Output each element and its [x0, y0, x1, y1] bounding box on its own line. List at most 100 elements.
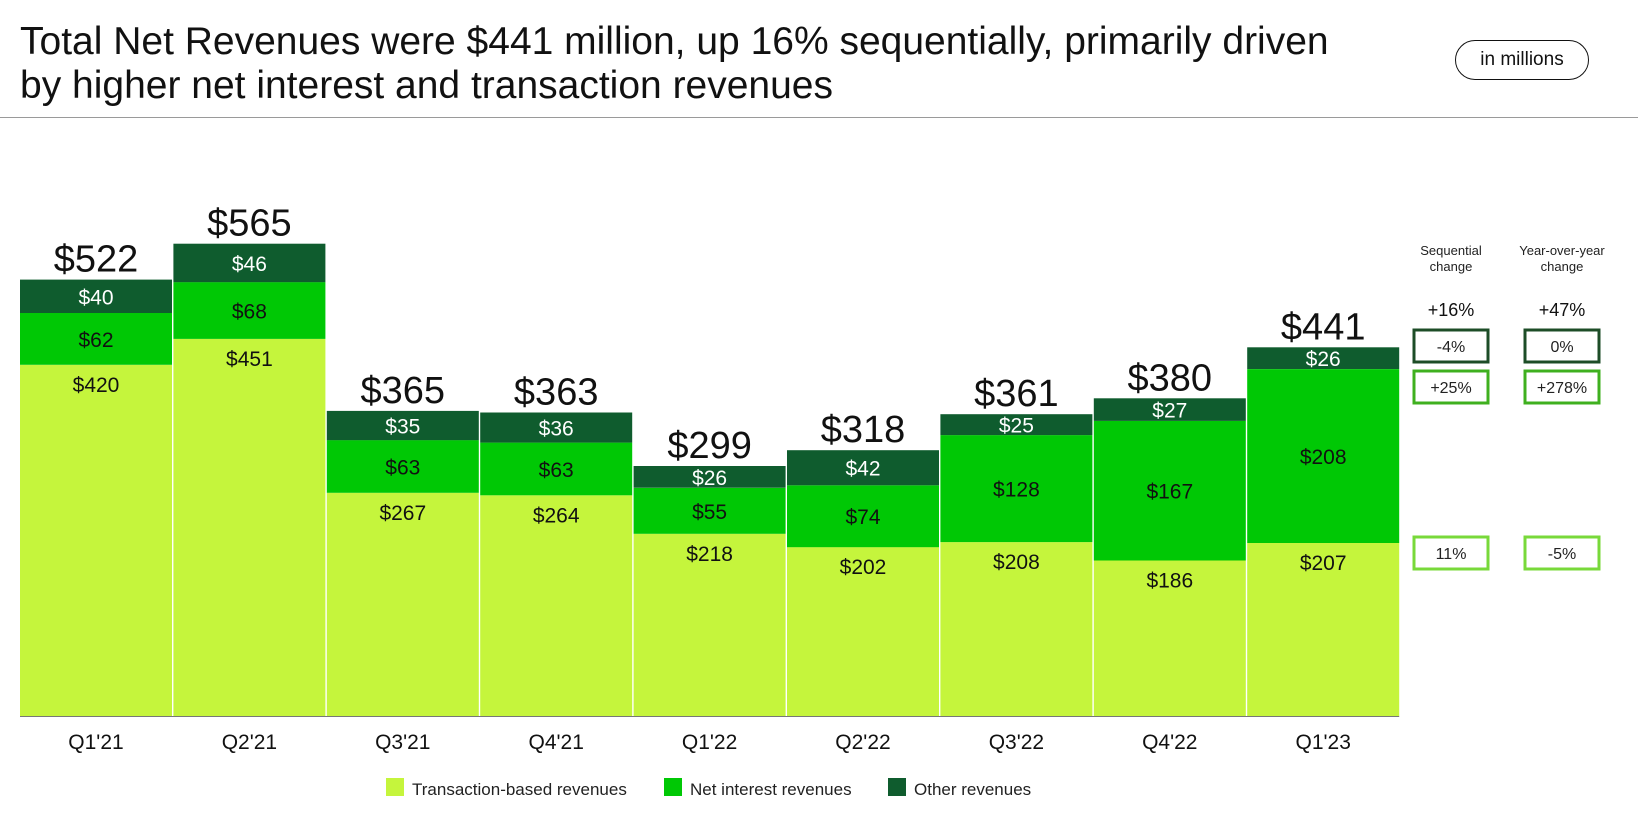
bar-value-label-transaction: $207 [1300, 552, 1347, 575]
yoy-change-box-other [1523, 328, 1601, 364]
bar-segment-transaction [173, 339, 326, 716]
bar-value-label-net_interest: $74 [845, 506, 880, 529]
bar-value-label-transaction: $451 [226, 348, 273, 371]
bar-total-label: $318 [821, 409, 906, 451]
bar-segment-net_interest [787, 485, 939, 548]
yoy-change-box-net_interest [1523, 369, 1601, 405]
legend-label-other: Other revenues [914, 780, 1031, 799]
x-tick-label: Q1'21 [68, 731, 123, 754]
legend-swatch-transaction [386, 778, 404, 796]
sequential-change-value-net_interest: +25% [1430, 380, 1471, 397]
bar-value-label-transaction: $420 [73, 374, 120, 397]
bar-segment-net_interest [1093, 420, 1246, 561]
page-title: Total Net Revenues were $441 million, up… [20, 20, 1420, 108]
bar-value-label-other: $36 [539, 418, 574, 441]
bar-segment-net_interest [940, 435, 1093, 543]
legend-label-transaction: Transaction-based revenues [412, 780, 627, 799]
bar-value-label-transaction: $208 [993, 551, 1040, 574]
bar-value-label-net_interest: $62 [78, 329, 113, 352]
bar-value-label-transaction: $218 [686, 543, 733, 566]
yoy-change-value-transaction: -5% [1548, 546, 1576, 563]
x-tick-label: Q2'21 [222, 731, 277, 754]
bar-segment-transaction [1093, 560, 1246, 716]
bar-segment-transaction [20, 364, 172, 716]
sequential-header-line-2: change [1430, 259, 1473, 274]
bar-value-label-net_interest: $63 [539, 459, 574, 482]
x-tick-label: Q2'22 [835, 731, 890, 754]
header-divider [0, 117, 1638, 118]
bar-value-label-net_interest: $68 [232, 301, 267, 324]
bar-segment-net_interest [173, 282, 326, 339]
bar-value-label-transaction: $267 [379, 502, 426, 525]
bar-value-label-other: $42 [845, 458, 880, 481]
sequential-change-value-other: -4% [1437, 339, 1465, 356]
title-line-2: by higher net interest and transaction r… [20, 64, 834, 107]
yoy-change-value-other: 0% [1550, 339, 1573, 356]
legend-swatch-net_interest [664, 778, 682, 796]
bar-value-label-other: $26 [1306, 348, 1341, 371]
legend-swatch-other [888, 778, 906, 796]
bar-value-label-other: $40 [78, 286, 113, 309]
bar-total-label: $380 [1128, 357, 1213, 399]
x-tick-label: Q4'22 [1142, 731, 1197, 754]
legend-label-net_interest: Net interest revenues [690, 780, 852, 799]
bar-segment-transaction [326, 492, 479, 716]
bar-segment-other [633, 466, 786, 488]
x-tick-label: Q1'23 [1296, 731, 1351, 754]
bar-value-label-net_interest: $63 [385, 457, 420, 480]
sequential-change-box-net_interest [1412, 369, 1490, 405]
bar-segment-net_interest [326, 440, 479, 493]
bar-segment-transaction [480, 495, 633, 716]
bar-total-label: $363 [514, 372, 599, 414]
bar-value-label-net_interest: $55 [692, 501, 727, 524]
bar-total-label: $522 [54, 239, 139, 281]
bar-value-label-net_interest: $128 [993, 479, 1040, 502]
bar-segment-transaction [633, 533, 786, 716]
bar-segment-net_interest [480, 442, 633, 496]
yoy-total-change: +47% [1539, 300, 1586, 320]
bar-value-label-transaction: $264 [533, 504, 580, 527]
bar-segment-net_interest [20, 313, 172, 365]
bar-segment-other [20, 279, 172, 313]
sequential-change-box-transaction [1412, 535, 1490, 571]
bar-segment-other [1093, 398, 1246, 421]
yoy-change-value-net_interest: +278% [1537, 380, 1587, 397]
bar-value-label-net_interest: $167 [1146, 481, 1193, 504]
sequential-change-box-other [1412, 328, 1490, 364]
bar-total-label: $441 [1281, 306, 1366, 348]
bar-segment-net_interest [633, 487, 786, 534]
yoy-header-line-2: change [1541, 259, 1584, 274]
sequential-total-change: +16% [1428, 300, 1475, 320]
unit-badge: in millions [1455, 40, 1589, 80]
sequential-change-value-transaction: 11% [1436, 546, 1467, 563]
bar-value-label-transaction: $186 [1146, 570, 1193, 593]
bar-segment-other [173, 243, 326, 283]
bar-segment-other [480, 412, 633, 443]
yoy-change-box-transaction [1523, 535, 1601, 571]
bar-segment-transaction [940, 542, 1093, 716]
bar-value-label-other: $35 [385, 416, 420, 439]
x-tick-label: Q3'22 [989, 731, 1044, 754]
bar-value-label-other: $27 [1152, 400, 1187, 423]
bar-value-label-other: $46 [232, 253, 267, 276]
bar-value-label-other: $25 [999, 415, 1034, 438]
bar-total-label: $565 [207, 203, 292, 245]
sequential-header-line-1: Sequential [1420, 243, 1482, 258]
bar-value-label-transaction: $202 [840, 556, 887, 579]
bar-total-label: $365 [361, 370, 446, 412]
bar-value-label-net_interest: $208 [1300, 446, 1347, 469]
bar-segment-net_interest [1247, 369, 1400, 543]
x-tick-label: Q3'21 [375, 731, 430, 754]
bar-segment-transaction [787, 547, 939, 716]
bar-segment-other [940, 414, 1093, 436]
bar-value-label-other: $26 [692, 467, 727, 490]
bar-total-label: $361 [974, 373, 1059, 415]
bar-segment-transaction [1247, 542, 1400, 716]
yoy-header-line-1: Year-over-year [1519, 243, 1605, 258]
bar-total-label: $299 [667, 425, 752, 467]
x-tick-label: Q1'22 [682, 731, 737, 754]
title-line-1: Total Net Revenues were $441 million, up… [20, 20, 1329, 63]
bar-segment-other [326, 410, 479, 441]
bar-segment-other [787, 450, 939, 486]
